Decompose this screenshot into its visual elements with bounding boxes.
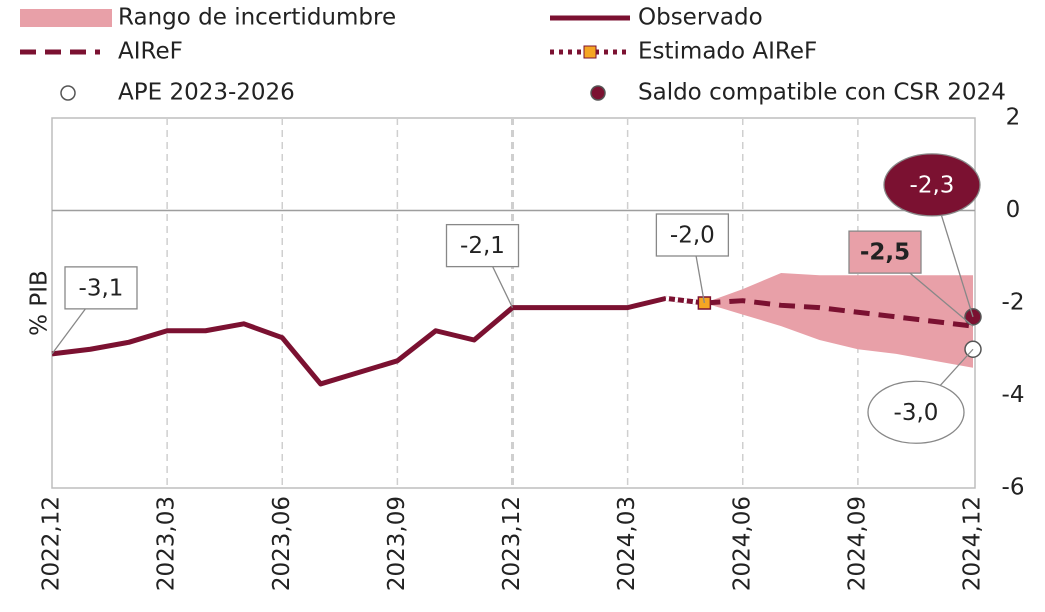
callout-box <box>64 266 138 310</box>
y-tick-label: -2 <box>1002 290 1025 316</box>
legend-label: Estimado AIReF <box>638 39 817 65</box>
callout-box <box>445 223 520 268</box>
legend-label: Observado <box>638 5 763 31</box>
series-line <box>665 295 705 306</box>
x-tick-label: 2023,03 <box>154 496 180 591</box>
callout-box <box>848 230 922 274</box>
y-tick-label: -6 <box>1002 475 1025 501</box>
callout-ellipse <box>867 380 965 444</box>
legend-marker <box>583 45 597 59</box>
x-tick-label: 2024,06 <box>729 496 755 591</box>
x-tick-label: 2024,12 <box>960 496 986 591</box>
legend-label: Rango de incertidumbre <box>118 5 396 31</box>
data-label: -3,0 <box>894 400 939 426</box>
data-label: -2,3 <box>910 172 955 198</box>
uncertainty-band <box>704 272 973 368</box>
callout-ellipse <box>883 153 981 217</box>
data-label: -2,0 <box>670 223 715 249</box>
x-tick-label: 2024,09 <box>844 496 870 591</box>
x-tick-label: 2023,12 <box>499 496 525 591</box>
y-axis-label: % PIB <box>27 270 53 336</box>
data-label: -2,1 <box>460 233 505 259</box>
series-line <box>704 298 974 329</box>
callout-box <box>655 213 730 257</box>
y-tick-label: -4 <box>1002 382 1025 408</box>
legend-marker <box>590 85 606 101</box>
data-label: -2,5 <box>860 240 910 266</box>
data-label: -3,1 <box>79 275 124 301</box>
x-tick-label: 2023,09 <box>384 496 410 591</box>
y-tick-label: 2 <box>1006 105 1021 131</box>
legend-label: AIReF <box>118 39 183 65</box>
x-tick-label: 2024,03 <box>614 496 640 591</box>
y-tick-label: 0 <box>1006 197 1021 223</box>
x-tick-label: 2022,12 <box>39 496 65 591</box>
legend-marker <box>60 85 76 101</box>
legend-label: APE 2023-2026 <box>118 80 295 106</box>
legend-swatch <box>20 9 112 27</box>
series-line <box>51 295 667 387</box>
legend-label: Saldo compatible con CSR 2024 <box>638 80 1006 106</box>
x-tick-label: 2023,06 <box>269 496 295 591</box>
